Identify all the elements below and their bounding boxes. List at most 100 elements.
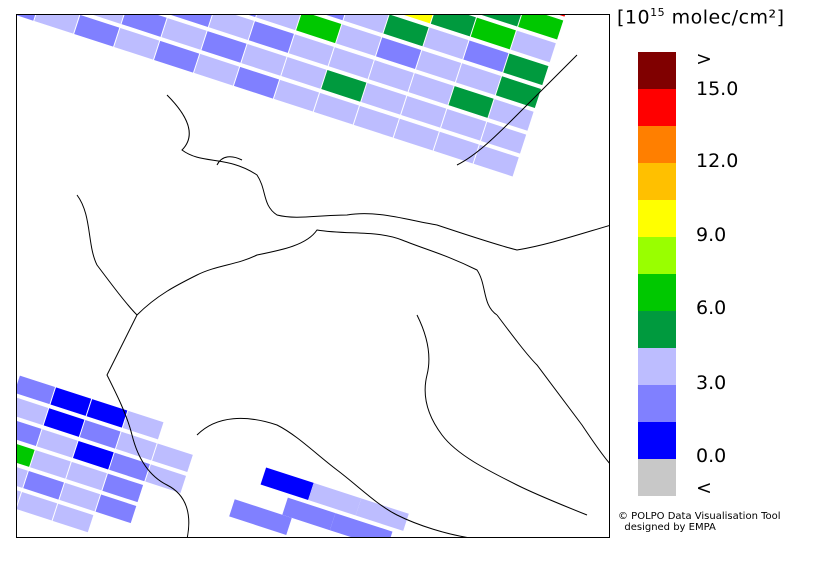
swath-pixel xyxy=(115,431,157,461)
legend-swatch xyxy=(638,385,676,422)
country-borders xyxy=(76,54,609,537)
swath-pixel xyxy=(390,15,437,24)
swath-pixel xyxy=(368,60,414,92)
map-panel xyxy=(16,14,610,538)
swath-pixel xyxy=(503,53,549,86)
swath-pixel xyxy=(423,27,469,60)
legend-label-above: > xyxy=(696,48,712,70)
swath-pixel xyxy=(233,66,280,99)
satellite-swath-south xyxy=(229,467,409,537)
swath-pixel xyxy=(463,40,509,73)
swath-pixel xyxy=(17,375,56,405)
swath-pixel xyxy=(415,50,462,83)
swath-pixel xyxy=(241,44,287,76)
swath-pixel xyxy=(52,503,94,533)
swath-pixel xyxy=(430,15,476,37)
swath-pixel xyxy=(193,53,240,86)
swath-pixel xyxy=(353,105,399,138)
swath-pixel xyxy=(376,37,422,70)
swath-pixel xyxy=(43,408,85,437)
credit-text: © POLPO Data Visualisation Tool designed… xyxy=(618,511,781,533)
legend-swatch xyxy=(638,126,676,163)
swath-pixel xyxy=(17,491,58,521)
swath-pixel xyxy=(455,63,502,95)
legend-swatch xyxy=(638,200,676,237)
swath-pixel xyxy=(361,82,407,115)
swath-pixel xyxy=(328,47,374,79)
swath-pixel xyxy=(296,15,342,44)
legend-swatch xyxy=(638,459,676,496)
legend-swatch xyxy=(638,348,676,385)
swath-pixel xyxy=(488,99,534,131)
swath-pixel xyxy=(478,15,524,27)
swath-pixel xyxy=(121,15,167,37)
swath-pixel xyxy=(17,438,35,467)
swath-pixel xyxy=(74,15,120,47)
legend-label-below: < xyxy=(696,477,712,499)
swath-pixel xyxy=(109,452,150,482)
swath-pixel xyxy=(343,15,389,34)
swath-pixel xyxy=(114,27,160,60)
legend-swatch xyxy=(638,52,676,89)
swath-pixel xyxy=(201,31,247,63)
legend-swatch xyxy=(638,422,676,459)
swath-pixel xyxy=(95,494,137,524)
unit-label: [1015 molec/cm²] xyxy=(617,6,785,29)
legend-label-3: 3.0 xyxy=(696,372,727,394)
swath-pixel xyxy=(448,86,494,118)
swath-pixel xyxy=(72,440,114,470)
swath-pixel xyxy=(17,396,49,426)
swath-pixel xyxy=(161,18,207,50)
swath-pixel xyxy=(122,410,164,440)
swath-pixel xyxy=(383,15,429,47)
swath-pixel xyxy=(152,443,193,473)
swath-pixel xyxy=(36,429,78,458)
satellite-swath-north xyxy=(17,15,571,177)
color-legend xyxy=(638,52,676,496)
swath-pixel xyxy=(481,121,527,154)
swath-pixel xyxy=(86,399,128,428)
satellite-swath-southwest xyxy=(17,375,193,533)
legend-label-15: 15.0 xyxy=(696,78,739,100)
swath-pixel xyxy=(248,21,294,53)
swath-pixel xyxy=(408,73,454,105)
swath-pixel xyxy=(208,15,254,40)
legend-swatch xyxy=(638,163,676,200)
swath-pixel xyxy=(273,79,320,112)
swath-pixel xyxy=(23,471,65,500)
swath-pixel xyxy=(470,17,516,50)
swath-pixel xyxy=(281,57,327,89)
swath-pixel xyxy=(401,95,447,128)
swath-pixel xyxy=(34,15,80,34)
swath-pixel xyxy=(495,76,542,108)
legend-label-0: 0.0 xyxy=(696,445,727,467)
swath-pixel xyxy=(79,420,121,449)
swath-pixel xyxy=(145,464,187,493)
swath-pixel xyxy=(393,118,439,151)
swath-pixel xyxy=(321,70,367,102)
swath-pixel xyxy=(154,40,200,73)
legend-swatch xyxy=(638,237,676,274)
swath-pixel xyxy=(30,450,71,479)
swath-pixel xyxy=(518,15,564,40)
swath-pixel xyxy=(66,461,107,491)
swath-pixel xyxy=(168,15,215,27)
swath-pixel xyxy=(441,108,487,141)
legend-swatch xyxy=(638,89,676,126)
map-canvas xyxy=(17,15,609,537)
swath-pixel xyxy=(510,30,556,63)
swath-pixel xyxy=(59,482,101,512)
swath-pixel xyxy=(288,34,334,66)
swath-pixel xyxy=(102,473,144,503)
legend-swatch xyxy=(638,311,676,348)
swath-pixel xyxy=(81,15,127,24)
legend-label-6: 6.0 xyxy=(696,297,727,319)
swath-pixel xyxy=(473,144,519,177)
swath-pixel xyxy=(50,387,92,416)
legend-label-9: 9.0 xyxy=(696,224,727,246)
legend-swatch xyxy=(638,274,676,311)
swath-pixel xyxy=(336,24,382,57)
swath-pixel xyxy=(433,131,479,164)
swath-pixel xyxy=(17,417,42,447)
swath-pixel xyxy=(256,15,302,31)
